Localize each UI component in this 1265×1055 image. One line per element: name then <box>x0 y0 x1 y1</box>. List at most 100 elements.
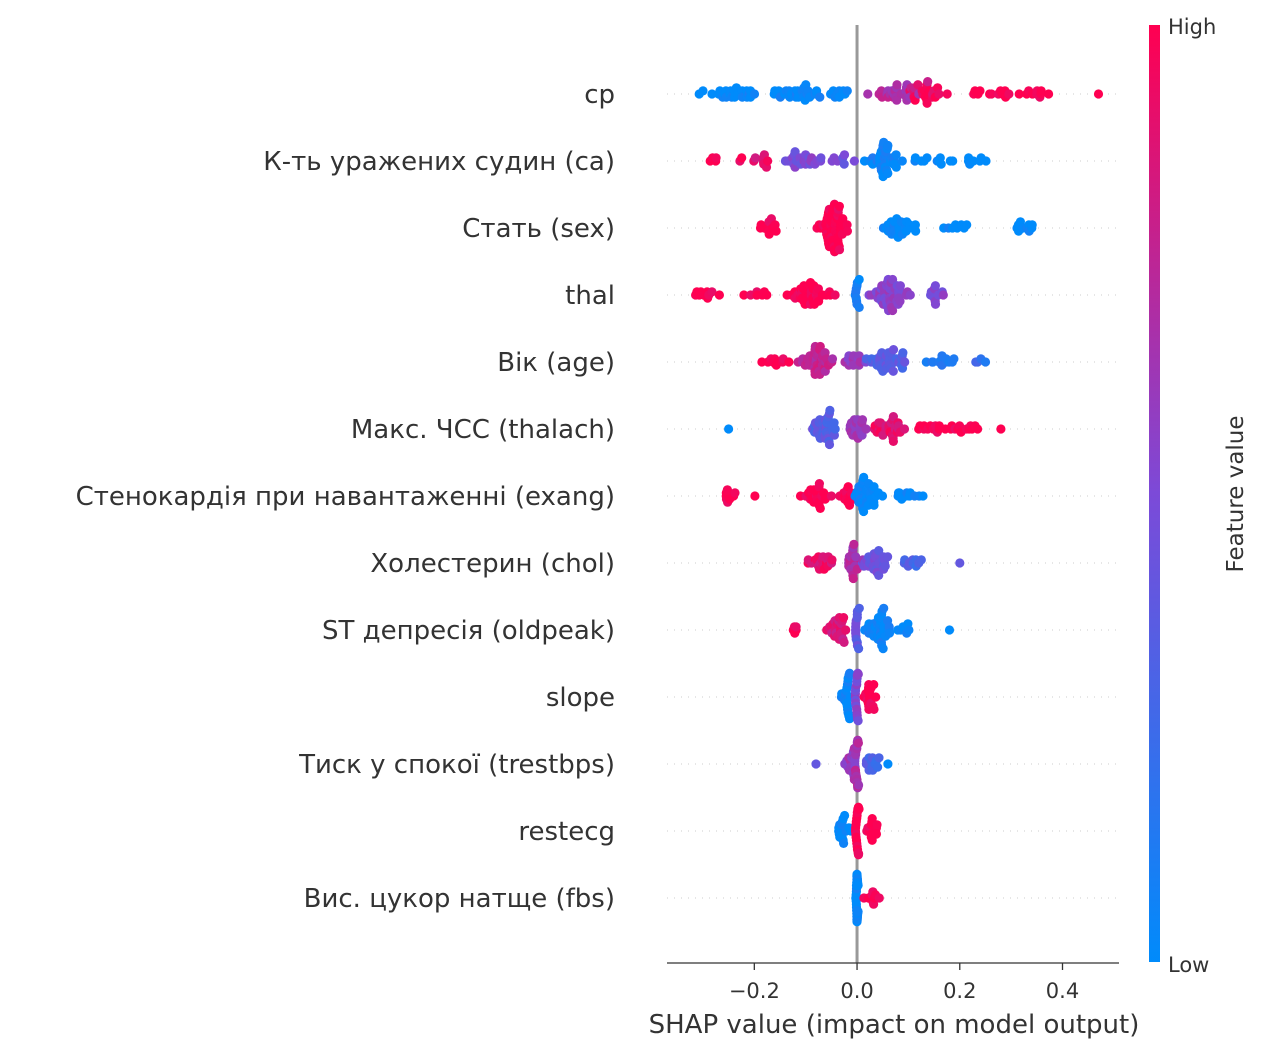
shap-point <box>891 162 901 172</box>
shap-point <box>750 153 760 163</box>
shap-point <box>737 153 747 163</box>
shap-point <box>854 780 864 790</box>
shap-point <box>824 439 835 450</box>
shap-point <box>916 555 926 565</box>
shap-point <box>724 424 734 434</box>
feature-label: thal <box>565 281 615 311</box>
shap-point <box>996 424 1006 434</box>
shap-point <box>1044 89 1054 99</box>
shap-point <box>905 290 915 300</box>
shap-point <box>711 153 721 163</box>
x-axis-title: SHAP value (impact on model output) <box>649 1010 1140 1040</box>
shap-point <box>854 804 864 814</box>
shap-point <box>944 625 955 635</box>
shap-point <box>851 552 861 562</box>
shap-point <box>883 759 893 769</box>
shap-point <box>981 156 991 166</box>
shap-point <box>834 201 845 211</box>
shap-point <box>1027 220 1037 230</box>
feature-label: cp <box>584 80 615 110</box>
shap-point <box>839 159 849 169</box>
shap-point <box>834 245 845 255</box>
shap-point <box>771 226 781 236</box>
shap-point <box>815 503 825 513</box>
shap-point <box>827 555 837 565</box>
shap-point <box>830 424 840 434</box>
feature-label: Вік (age) <box>497 348 615 378</box>
shap-point <box>930 281 941 291</box>
shap-point <box>883 140 893 151</box>
shap-point <box>869 500 879 510</box>
shap-point <box>839 637 849 648</box>
shap-point <box>848 573 858 584</box>
shap-point <box>853 906 863 917</box>
shap-point <box>888 366 898 376</box>
shap-point <box>830 290 840 300</box>
x-tick-label: −0.2 <box>729 979 780 1003</box>
shap-point <box>900 357 910 367</box>
colorbar-high-label: High <box>1168 15 1216 39</box>
beeswarm-points <box>691 77 1104 927</box>
shap-point <box>899 424 910 434</box>
shap-point <box>853 880 863 891</box>
shap-point <box>938 290 948 300</box>
shap-point <box>839 613 849 623</box>
shap-point <box>879 603 889 613</box>
colorbar-title: Feature value <box>1223 415 1249 572</box>
shap-point <box>849 156 860 166</box>
shap-point <box>1004 89 1014 99</box>
shap-point <box>842 86 852 96</box>
feature-label: Стенокардія при навантаженні (exang) <box>76 482 615 512</box>
feature-label: Тиск у спокої (trestbps) <box>298 750 615 780</box>
shap-point <box>749 89 760 99</box>
shap-point <box>874 893 884 903</box>
shap-point <box>911 226 921 236</box>
shap-point <box>1014 89 1024 99</box>
feature-label: ST депресія (oldpeak) <box>322 616 615 646</box>
shap-point <box>934 89 944 99</box>
shap-point <box>897 156 907 166</box>
feature-label: Стать (sex) <box>462 214 615 244</box>
colorbar-low-label: Low <box>1168 953 1209 977</box>
shap-point <box>962 220 972 230</box>
shap-point <box>816 153 826 163</box>
shap-point <box>750 491 760 501</box>
shap-point <box>841 625 851 635</box>
shap-point <box>986 89 997 99</box>
shap-point <box>869 704 879 715</box>
shap-point <box>714 290 725 300</box>
shap-point <box>888 305 898 316</box>
shap-point <box>874 546 884 556</box>
shap-point <box>895 281 906 291</box>
shap-point <box>853 716 863 726</box>
shap-point <box>707 287 717 297</box>
shap-point <box>955 558 965 568</box>
shap-point <box>842 226 853 236</box>
colorbar <box>1149 25 1160 962</box>
shap-point <box>815 92 825 102</box>
x-tick-label: 0.4 <box>1046 979 1079 1003</box>
shap-point <box>859 472 869 482</box>
shap-point <box>707 89 717 99</box>
shap-point <box>883 168 893 178</box>
shap-point <box>884 628 895 638</box>
shap-point <box>888 436 899 446</box>
shap-point <box>853 669 863 679</box>
feature-label: slope <box>546 683 615 713</box>
shap-point <box>815 341 825 352</box>
shap-point <box>904 625 914 635</box>
shap-point <box>839 838 849 849</box>
shap-point <box>892 80 902 90</box>
shap-point <box>814 479 825 489</box>
shap-point <box>861 424 871 434</box>
shap-point <box>845 668 855 678</box>
shap-point <box>878 644 888 654</box>
shap-point <box>811 759 821 769</box>
shap-point <box>791 622 801 632</box>
shap-point <box>869 680 879 690</box>
shap-point <box>923 77 933 87</box>
feature-label: К-ть уражених судин (ca) <box>263 147 615 177</box>
shap-point <box>918 491 928 501</box>
shap-point <box>872 820 882 830</box>
x-tick-label: 0.0 <box>840 979 873 1003</box>
